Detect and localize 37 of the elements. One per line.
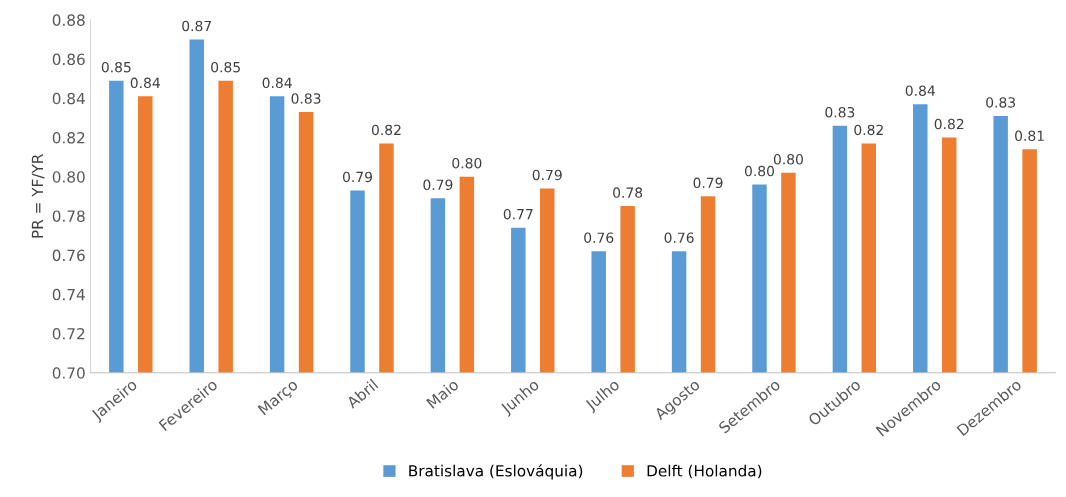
- y-tick-label: 0.88: [52, 14, 85, 26]
- y-tick-label: 0.70: [52, 367, 85, 379]
- data-label: 0.79: [532, 169, 562, 181]
- data-label: 0.76: [664, 232, 694, 243]
- data-label: 0.80: [452, 157, 482, 169]
- data-label: 0.80: [744, 165, 775, 177]
- data-label: 0.85: [101, 61, 131, 73]
- data-label: 0.84: [905, 85, 935, 96]
- data-label: 0.79: [693, 177, 723, 189]
- y-tick-label: 0.82: [52, 131, 85, 144]
- data-label: 0.79: [342, 171, 372, 183]
- data-label: 0.84: [262, 77, 292, 89]
- y-tick-label: 0.76: [52, 249, 85, 262]
- y-tick-label: 0.72: [52, 328, 85, 340]
- y-tick-label: 0.86: [52, 53, 85, 66]
- data-label: 0.78: [613, 187, 643, 198]
- data-label: 0.81: [1015, 130, 1044, 142]
- data-label: 0.87: [182, 20, 212, 32]
- y-tick-label: 0.84: [52, 92, 85, 105]
- data-label: 0.77: [503, 208, 533, 220]
- y-tick-label: 0.74: [52, 288, 85, 301]
- data-label: 0.85: [211, 61, 240, 73]
- legend-label: Bratislava (Eslováquia): [409, 464, 583, 480]
- data-label: 0.83: [291, 93, 321, 104]
- data-label: 0.76: [584, 232, 614, 243]
- y-tick-label: 0.78: [52, 210, 85, 222]
- data-label: 0.79: [423, 179, 453, 191]
- data-label: 0.82: [854, 124, 883, 136]
- data-label: 0.82: [934, 118, 964, 130]
- data-label: 0.83: [986, 97, 1016, 108]
- data-label: 0.84: [130, 77, 160, 89]
- legend-label: Delft (Holanda): [647, 464, 762, 479]
- data-label: 0.80: [773, 154, 803, 165]
- y-tick-label: 0.80: [52, 171, 85, 183]
- data-label: 0.82: [371, 124, 401, 136]
- y-axis-title: PR = YF/YR: [31, 153, 45, 238]
- data-label: 0.83: [825, 106, 855, 118]
